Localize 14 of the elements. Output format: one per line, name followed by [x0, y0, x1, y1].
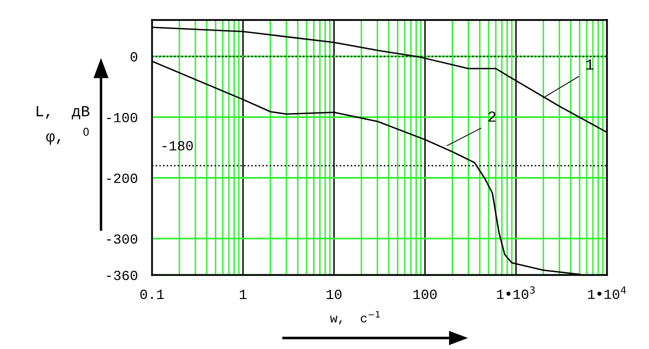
x-tick-label: 0.1: [140, 290, 164, 300]
y-tick-label: -100: [107, 112, 138, 122]
x-tick-label: 1: [240, 290, 246, 299]
y-tick-label: -360: [107, 270, 138, 280]
y-tick-label: -300: [107, 234, 138, 244]
text: L, дВ φ, $^{0}$: [36, 106, 90, 145]
x-axis-title: w, c$^{−1}$: [330, 311, 380, 325]
y-tick-label: -200: [107, 174, 138, 184]
x-tick-label: 1•10$^{4}$: [588, 286, 626, 299]
x-tick-label: 10: [326, 290, 342, 300]
y-tick-label: 0: [130, 52, 138, 62]
annotation: 2: [488, 111, 496, 122]
x-tick-label: 100: [414, 290, 437, 300]
x-tick-label: 1•10$^{3}$: [497, 286, 535, 299]
